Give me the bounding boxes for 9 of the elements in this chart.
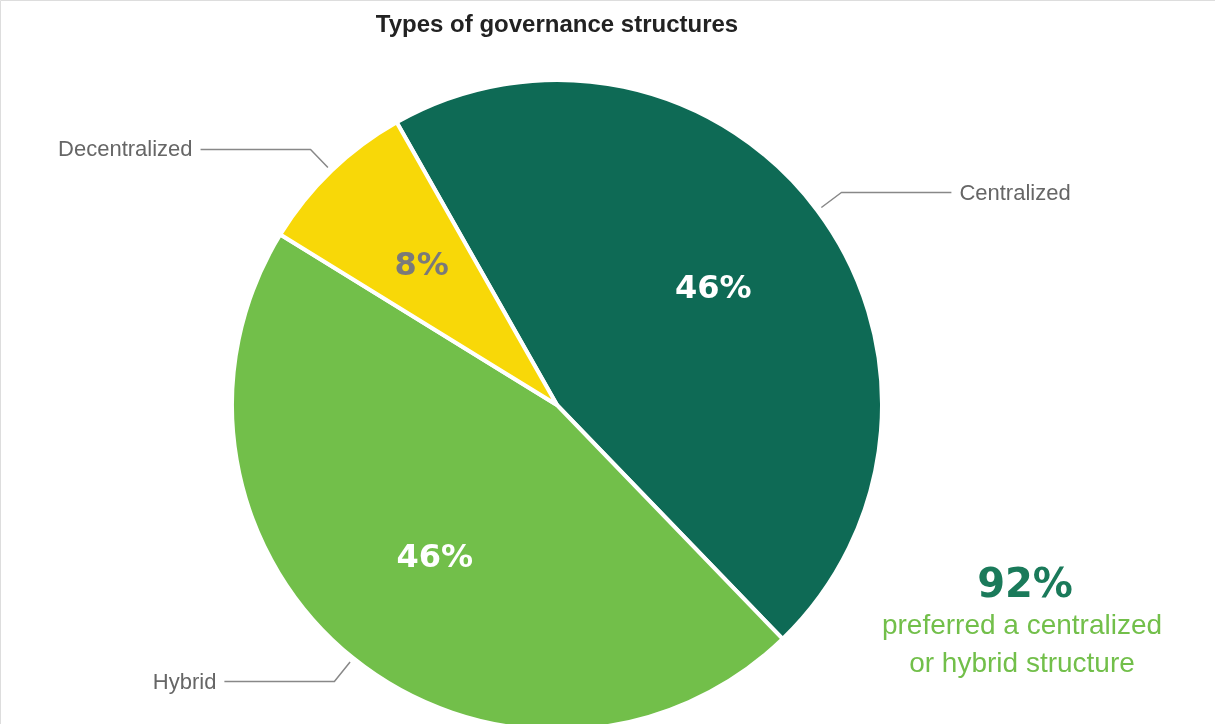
chart-title: Types of governance structures [375,10,739,37]
data-label: 8% [394,244,449,283]
text: preferred a centralized or hybrid structure [881,609,1163,678]
data-label: 46% [674,268,752,307]
slice-label: Centralized [959,179,1071,205]
data-label: 46% [396,536,474,575]
slice-label: Hybrid [152,668,217,694]
slice-label: Decentralized [58,136,193,162]
text: 92% [977,560,1073,606]
